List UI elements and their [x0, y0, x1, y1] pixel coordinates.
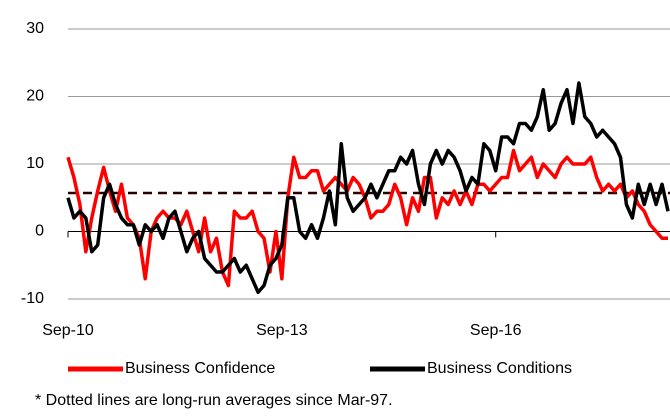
y-tick-label: 0: [35, 223, 44, 240]
y-tick-label: 20: [26, 88, 44, 105]
legend-label: Business Conditions: [427, 360, 572, 377]
x-tick-label: Sep-10: [42, 322, 94, 339]
legend-label: Business Confidence: [125, 360, 275, 377]
footnote: * Dotted lines are long-run averages sin…: [35, 392, 393, 409]
series-line: [66, 148, 668, 288]
y-tick-label: -10: [21, 290, 44, 307]
x-tick-label: Sep-13: [256, 322, 308, 339]
y-tick-label: 30: [26, 20, 44, 37]
series-line: [66, 81, 670, 294]
y-tick-label: 10: [26, 155, 44, 172]
x-tick-label: Sep-16: [470, 322, 522, 339]
